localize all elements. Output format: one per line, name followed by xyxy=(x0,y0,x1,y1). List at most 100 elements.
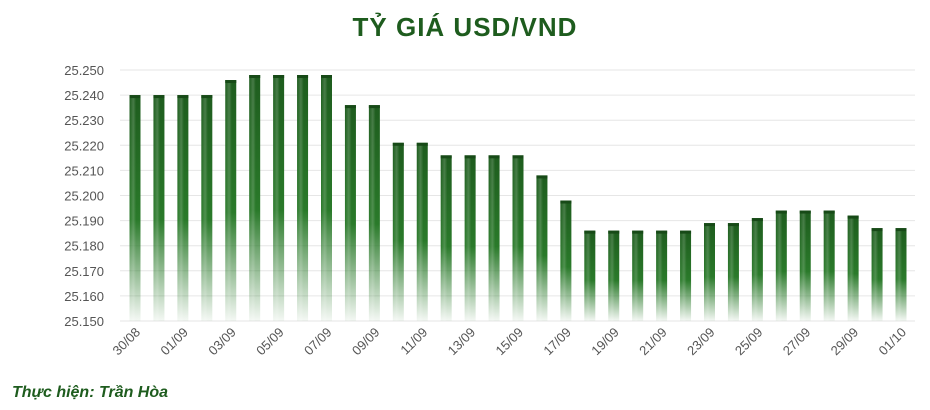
x-tick-label: 07/09 xyxy=(301,325,335,359)
bar-shine xyxy=(177,95,189,321)
bar-shine xyxy=(536,175,548,321)
bars xyxy=(129,75,907,322)
bar-shine xyxy=(751,218,763,321)
bar-shine xyxy=(440,155,452,321)
bar-cap xyxy=(847,215,859,219)
bar-shine xyxy=(871,228,883,321)
bar xyxy=(392,142,404,321)
x-tick-label: 11/09 xyxy=(397,325,430,358)
x-tick-label: 03/09 xyxy=(205,325,239,359)
x-tick-label: 25/09 xyxy=(732,325,766,359)
bar-shine xyxy=(560,200,572,321)
x-tick-label: 01/10 xyxy=(876,325,910,359)
y-tick-label: 25.210 xyxy=(64,163,104,178)
bar xyxy=(177,95,189,321)
bar-cap xyxy=(632,230,644,234)
bar-shine xyxy=(225,80,237,321)
x-tick-label: 30/08 xyxy=(110,325,144,359)
bar-shine xyxy=(416,142,428,321)
bar-shine xyxy=(368,105,380,321)
bar-cap xyxy=(321,75,332,79)
bar xyxy=(895,228,907,321)
bar xyxy=(536,175,548,321)
bar xyxy=(464,155,476,321)
bar-cap xyxy=(751,218,763,222)
bar-shine xyxy=(464,155,476,321)
bar-cap xyxy=(273,75,285,79)
bar-cap xyxy=(656,230,668,234)
y-tick-label: 25.170 xyxy=(64,264,104,279)
bar xyxy=(656,230,668,321)
bar-shine xyxy=(584,230,596,321)
bar-shine xyxy=(608,230,620,321)
bar-cap xyxy=(680,230,692,234)
bar xyxy=(560,200,572,321)
bar-cap xyxy=(416,142,428,146)
bar xyxy=(416,142,428,321)
bar-cap xyxy=(249,75,261,79)
bar-shine xyxy=(656,230,668,321)
bar-shine xyxy=(129,95,141,321)
y-tick-label: 25.200 xyxy=(64,189,104,204)
y-tick-label: 25.160 xyxy=(64,289,104,304)
bar xyxy=(680,230,692,321)
bar-cap xyxy=(488,155,500,159)
y-tick-label: 25.220 xyxy=(64,138,104,153)
bar xyxy=(488,155,500,321)
x-tick-label: 05/09 xyxy=(253,325,287,359)
bar xyxy=(368,105,380,321)
bar xyxy=(799,210,811,321)
bar xyxy=(440,155,452,321)
bar xyxy=(344,105,356,321)
credit-text: Thực hiện: Trần Hòa xyxy=(12,384,169,401)
bar xyxy=(512,155,524,321)
x-tick-label: 19/09 xyxy=(588,325,622,359)
bar-cap xyxy=(871,228,883,232)
bar xyxy=(847,215,859,321)
bar-cap xyxy=(464,155,476,159)
bar-shine xyxy=(847,215,859,321)
bar-shine xyxy=(775,210,787,321)
bar xyxy=(297,75,309,322)
bar-shine xyxy=(201,95,213,321)
bar-cap xyxy=(177,95,189,99)
y-tick-label: 25.190 xyxy=(64,214,104,229)
bar-cap xyxy=(895,228,907,232)
bar xyxy=(249,75,261,322)
bar-shine xyxy=(704,223,715,321)
bar-cap xyxy=(129,95,141,99)
bar-shine xyxy=(273,75,285,322)
x-tick-label: 09/09 xyxy=(349,325,383,359)
bar-shine xyxy=(344,105,356,321)
bar xyxy=(129,95,141,321)
bar-cap xyxy=(297,75,309,79)
x-axis: 30/08 01/09 03/09 05/09 07/09 09/09 11/09 13/09… xyxy=(110,325,910,359)
bar-cap xyxy=(440,155,452,159)
bar-cap xyxy=(225,80,237,84)
bar-cap xyxy=(344,105,356,109)
bar xyxy=(608,230,620,321)
bar-shine xyxy=(321,75,332,322)
bar xyxy=(321,75,332,322)
y-tick-label: 25.240 xyxy=(64,88,104,103)
bar-shine xyxy=(727,223,739,321)
bar-cap xyxy=(560,200,572,204)
x-tick-label: 21/09 xyxy=(636,325,670,359)
bar xyxy=(871,228,883,321)
bar-cap xyxy=(201,95,213,99)
bar-cap xyxy=(536,175,548,179)
bar xyxy=(632,230,644,321)
bar-shine xyxy=(153,95,165,321)
bar xyxy=(704,223,715,321)
bar xyxy=(727,223,739,321)
bar-cap xyxy=(608,230,620,234)
chart-title: TỶ GIÁ USD/VND xyxy=(352,12,578,42)
x-tick-label: 15/09 xyxy=(493,325,527,359)
bar-cap xyxy=(775,210,787,214)
x-tick-label: 27/09 xyxy=(780,325,814,359)
x-tick-label: 13/09 xyxy=(445,325,479,359)
bar xyxy=(775,210,787,321)
bar-shine xyxy=(512,155,524,321)
bar-shine xyxy=(895,228,907,321)
